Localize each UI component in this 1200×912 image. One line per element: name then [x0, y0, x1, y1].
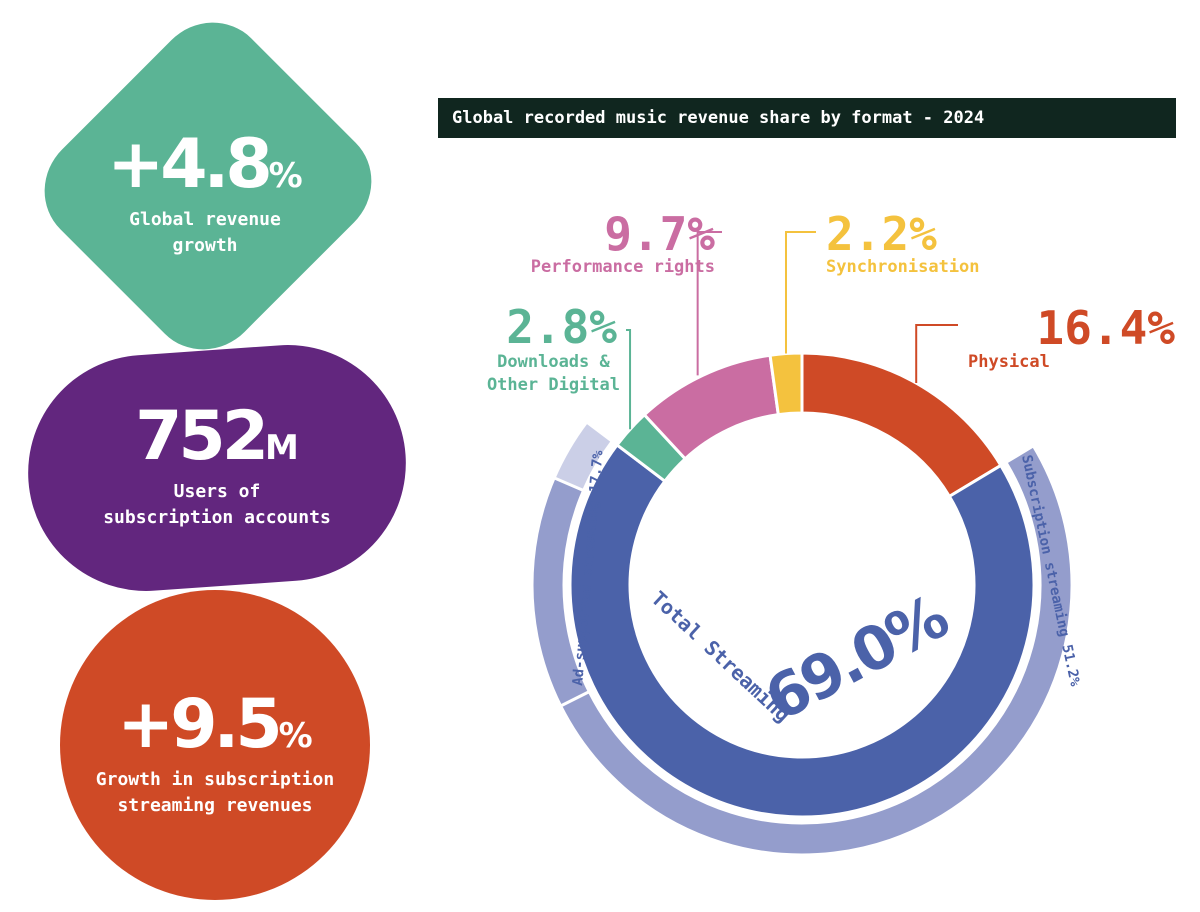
stat-unit: % — [278, 716, 313, 756]
label-downloads-line2: Other Digital — [487, 375, 620, 395]
label-downloads-line1: Downloads & — [497, 352, 610, 372]
label-physical-name: Physical — [968, 352, 1050, 372]
stat-value: +9.5% — [117, 691, 313, 759]
label-physical-value: 16.4% — [1037, 301, 1176, 355]
stat-label: Growth in subscription streaming revenue… — [95, 769, 335, 816]
stat-card-subscription-users: 752M Users of subscription accounts — [28, 392, 406, 542]
stat-card-revenue-growth: +4.8% Global revenue growth — [40, 120, 370, 270]
label-performance-name: Performance rights — [531, 257, 715, 277]
label-performance-value: 9.7% — [604, 207, 715, 261]
label-downloads-name: Downloads & Other Digital — [487, 352, 620, 395]
leader-lines — [626, 231, 958, 430]
segment-physical — [800, 351, 1003, 499]
stat-value: +4.8% — [107, 131, 303, 199]
stat-label: Users of subscription accounts — [103, 481, 331, 528]
chart-title: Global recorded music revenue share by f… — [438, 98, 1176, 138]
stat-number: +9.5 — [117, 685, 282, 764]
leader-downloads — [626, 329, 632, 430]
stat-unit: % — [268, 156, 303, 196]
stat-card-subscription-growth: +9.5% Growth in subscription streaming r… — [60, 680, 370, 830]
donut-segments — [568, 351, 1036, 819]
label-downloads-value: 2.8% — [506, 300, 617, 354]
ring-ad-supported-light — [552, 419, 615, 493]
stat-unit: M — [265, 428, 299, 468]
stat-card-subscription-growth-bg — [60, 590, 370, 900]
label-sync-value: 2.2% — [826, 207, 937, 261]
stat-label: Global revenue growth — [129, 209, 281, 256]
stat-value: 752M — [135, 403, 299, 471]
segment-total-streaming — [568, 442, 1036, 819]
leader-performance — [696, 231, 722, 376]
stat-number: +4.8 — [107, 125, 272, 204]
streaming-breakdown-ring — [530, 419, 1074, 857]
stat-number: 752 — [135, 397, 269, 476]
leader-physical — [915, 324, 958, 384]
leader-sync — [784, 231, 816, 354]
segment-synchronisation — [768, 351, 804, 417]
label-sync-name: Synchronisation — [826, 257, 980, 277]
